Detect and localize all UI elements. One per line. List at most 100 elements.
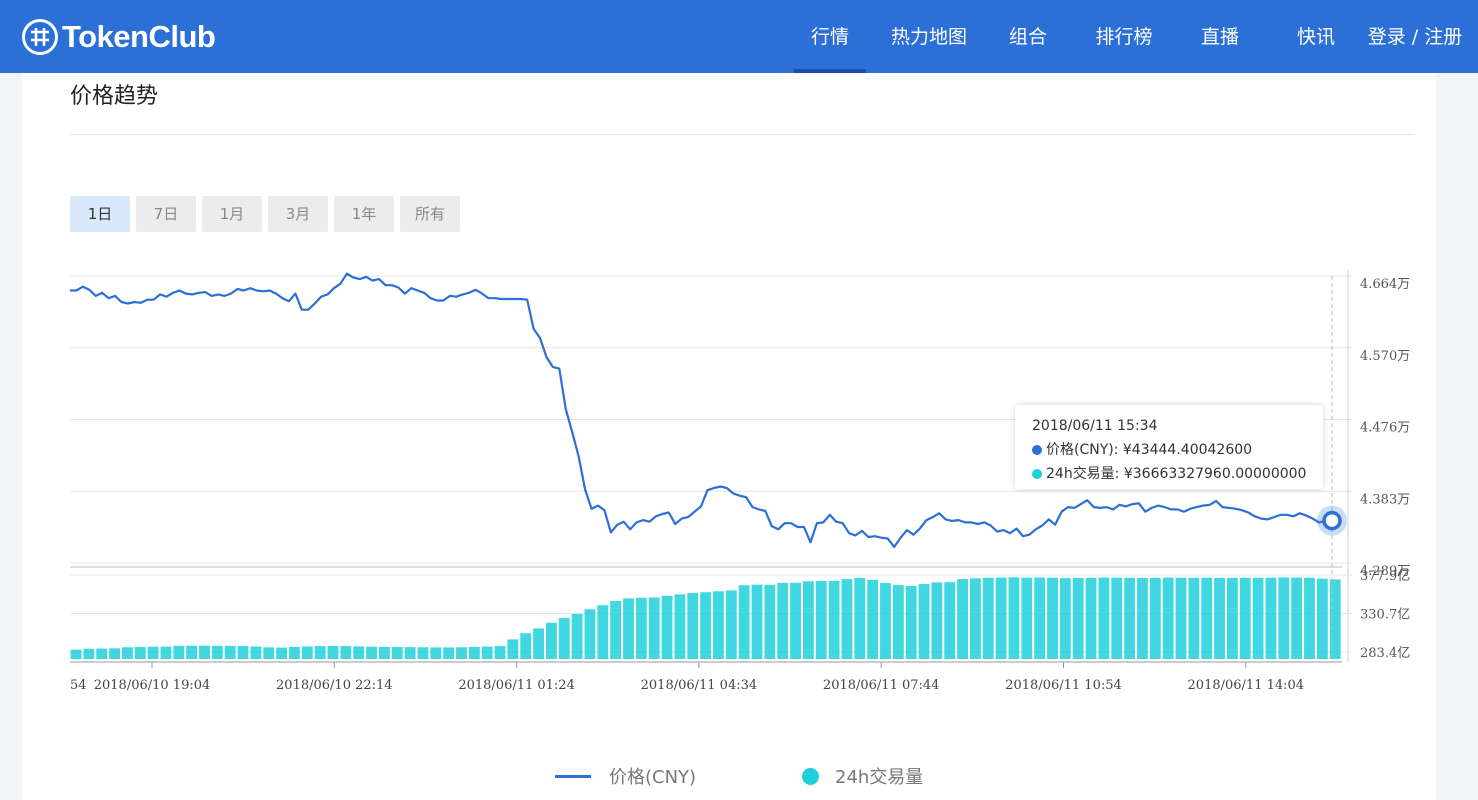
volume-bar bbox=[1008, 577, 1020, 659]
volume-bar bbox=[250, 646, 262, 659]
tooltip-volume: 24h交易量: ¥36663327960.00000000 bbox=[1046, 466, 1307, 482]
volume-axis-tick-label: 377.9亿 bbox=[1360, 569, 1410, 584]
volume-bar bbox=[237, 646, 249, 659]
nav-item-portfolio[interactable]: 组合 bbox=[1008, 26, 1047, 48]
volume-bar bbox=[520, 633, 532, 659]
volume-bar bbox=[147, 646, 159, 659]
volume-bar bbox=[648, 597, 660, 659]
volume-bar bbox=[1265, 577, 1277, 659]
volume-bar bbox=[828, 580, 840, 659]
price-line bbox=[70, 272, 1333, 549]
volume-bar bbox=[1072, 577, 1084, 659]
volume-bar bbox=[1329, 579, 1341, 659]
nav-item-ranking[interactable]: 排行榜 bbox=[1095, 26, 1153, 48]
main-nav: 行情 热力地图 组合 排行榜 直播 快讯 登录 / 注册 bbox=[794, 0, 1478, 73]
volume-bar bbox=[777, 582, 789, 659]
volume-bar bbox=[854, 578, 866, 659]
range-7d-button[interactable]: 7日 bbox=[136, 196, 196, 232]
x-axis-tick-label: 2018/06/10 19:04 bbox=[94, 678, 211, 693]
tooltip-time: 2018/06/11 15:34 bbox=[1032, 418, 1158, 434]
range-1m-button[interactable]: 1月 bbox=[202, 196, 262, 232]
volume-bar bbox=[867, 579, 879, 659]
volume-bar bbox=[1252, 577, 1264, 659]
volume-bar bbox=[1124, 577, 1136, 659]
x-axis-tick-label: 2018/06/11 14:04 bbox=[1188, 678, 1305, 693]
volume-bar bbox=[931, 582, 943, 659]
volume-bar bbox=[533, 628, 544, 659]
price-axis-tick-label: 4.664万 bbox=[1360, 277, 1410, 292]
volume-bar bbox=[96, 648, 108, 659]
tooltip-volume-row: 24h交易量: ¥36663327960.00000000 bbox=[1032, 462, 1323, 486]
volume-bar bbox=[1162, 577, 1174, 659]
legend-item-price[interactable]: 价格(CNY) bbox=[555, 763, 696, 789]
volume-bar bbox=[1214, 577, 1225, 659]
volume-bar bbox=[173, 645, 185, 659]
volume-bar bbox=[700, 592, 712, 659]
top-header: TokenClub 行情 热力地图 组合 排行榜 直播 快讯 登录 / 注册 bbox=[0, 0, 1478, 73]
volume-bar bbox=[366, 646, 377, 659]
volume-bar bbox=[1137, 578, 1148, 659]
volume-bar bbox=[1098, 577, 1110, 659]
volume-bar bbox=[905, 586, 917, 659]
volume-bar bbox=[713, 591, 724, 659]
volume-bar bbox=[353, 646, 365, 659]
logo-text: TokenClub bbox=[62, 19, 216, 54]
volume-bar bbox=[1278, 577, 1290, 659]
range-all-button[interactable]: 所有 bbox=[400, 196, 460, 232]
volume-bar bbox=[391, 647, 403, 659]
range-1d-button[interactable]: 1日 bbox=[70, 196, 130, 232]
price-axis-tick-label: 4.289万 bbox=[1360, 564, 1410, 579]
price-axis-tick-label: 4.476万 bbox=[1360, 421, 1410, 436]
tokenclub-logo[interactable]: TokenClub bbox=[22, 17, 216, 57]
volume-bar bbox=[1239, 577, 1251, 659]
volume-bar bbox=[635, 597, 647, 659]
volume-bar bbox=[211, 645, 223, 659]
volume-bar bbox=[1226, 577, 1238, 659]
volume-bar bbox=[263, 647, 275, 659]
volume-bar bbox=[982, 577, 994, 659]
range-1y-button[interactable]: 1年 bbox=[334, 196, 394, 232]
x-axis-tick-label: 54 bbox=[70, 678, 87, 693]
volume-bar bbox=[738, 585, 750, 659]
range-3m-button[interactable]: 3月 bbox=[268, 196, 328, 232]
volume-bar bbox=[623, 598, 634, 659]
tooltip-price-row: 价格(CNY): ¥43444.40042600 bbox=[1032, 438, 1323, 462]
section-title: 价格趋势 bbox=[70, 84, 159, 109]
nav-item-market[interactable]: 行情 bbox=[794, 0, 866, 73]
volume-bar bbox=[558, 617, 570, 659]
volume-bar bbox=[224, 645, 236, 659]
volume-bar bbox=[815, 581, 827, 659]
volume-bar bbox=[687, 592, 699, 659]
x-axis-tick-label: 2018/06/10 22:14 bbox=[276, 678, 393, 693]
volume-bar bbox=[841, 579, 853, 659]
volume-bar bbox=[674, 594, 686, 659]
volume-bar bbox=[969, 578, 981, 659]
nav-item-news[interactable]: 快讯 bbox=[1296, 26, 1335, 48]
volume-bar bbox=[944, 582, 956, 659]
nav-item-live[interactable]: 直播 bbox=[1200, 26, 1239, 48]
volume-bar bbox=[1175, 577, 1187, 659]
volume-bar bbox=[340, 646, 352, 659]
volume-bar bbox=[404, 647, 416, 659]
nav-item-login-register[interactable]: 登录 / 注册 bbox=[1367, 26, 1463, 48]
volume-bar bbox=[1047, 577, 1058, 659]
volume-bar bbox=[507, 639, 519, 659]
price-dot-icon bbox=[1032, 445, 1042, 455]
volume-bar bbox=[725, 590, 737, 659]
nav-item-heatmap[interactable]: 热力地图 bbox=[890, 26, 967, 48]
volume-axis-tick-label: 330.7亿 bbox=[1360, 608, 1410, 623]
volume-bar bbox=[584, 609, 596, 659]
volume-bar bbox=[918, 584, 930, 659]
volume-bar bbox=[610, 600, 622, 659]
legend-item-volume[interactable]: 24h交易量 bbox=[802, 763, 923, 789]
volume-bar bbox=[314, 646, 326, 659]
x-axis-tick-label: 2018/06/11 01:24 bbox=[458, 678, 575, 693]
volume-bar bbox=[301, 646, 313, 659]
volume-bar bbox=[276, 647, 288, 659]
volume-bar bbox=[790, 582, 801, 659]
volume-bar bbox=[481, 646, 493, 659]
volume-bar bbox=[661, 595, 673, 659]
tooltip-price: 价格(CNY): ¥43444.40042600 bbox=[1046, 442, 1253, 458]
volume-bar bbox=[892, 584, 904, 659]
